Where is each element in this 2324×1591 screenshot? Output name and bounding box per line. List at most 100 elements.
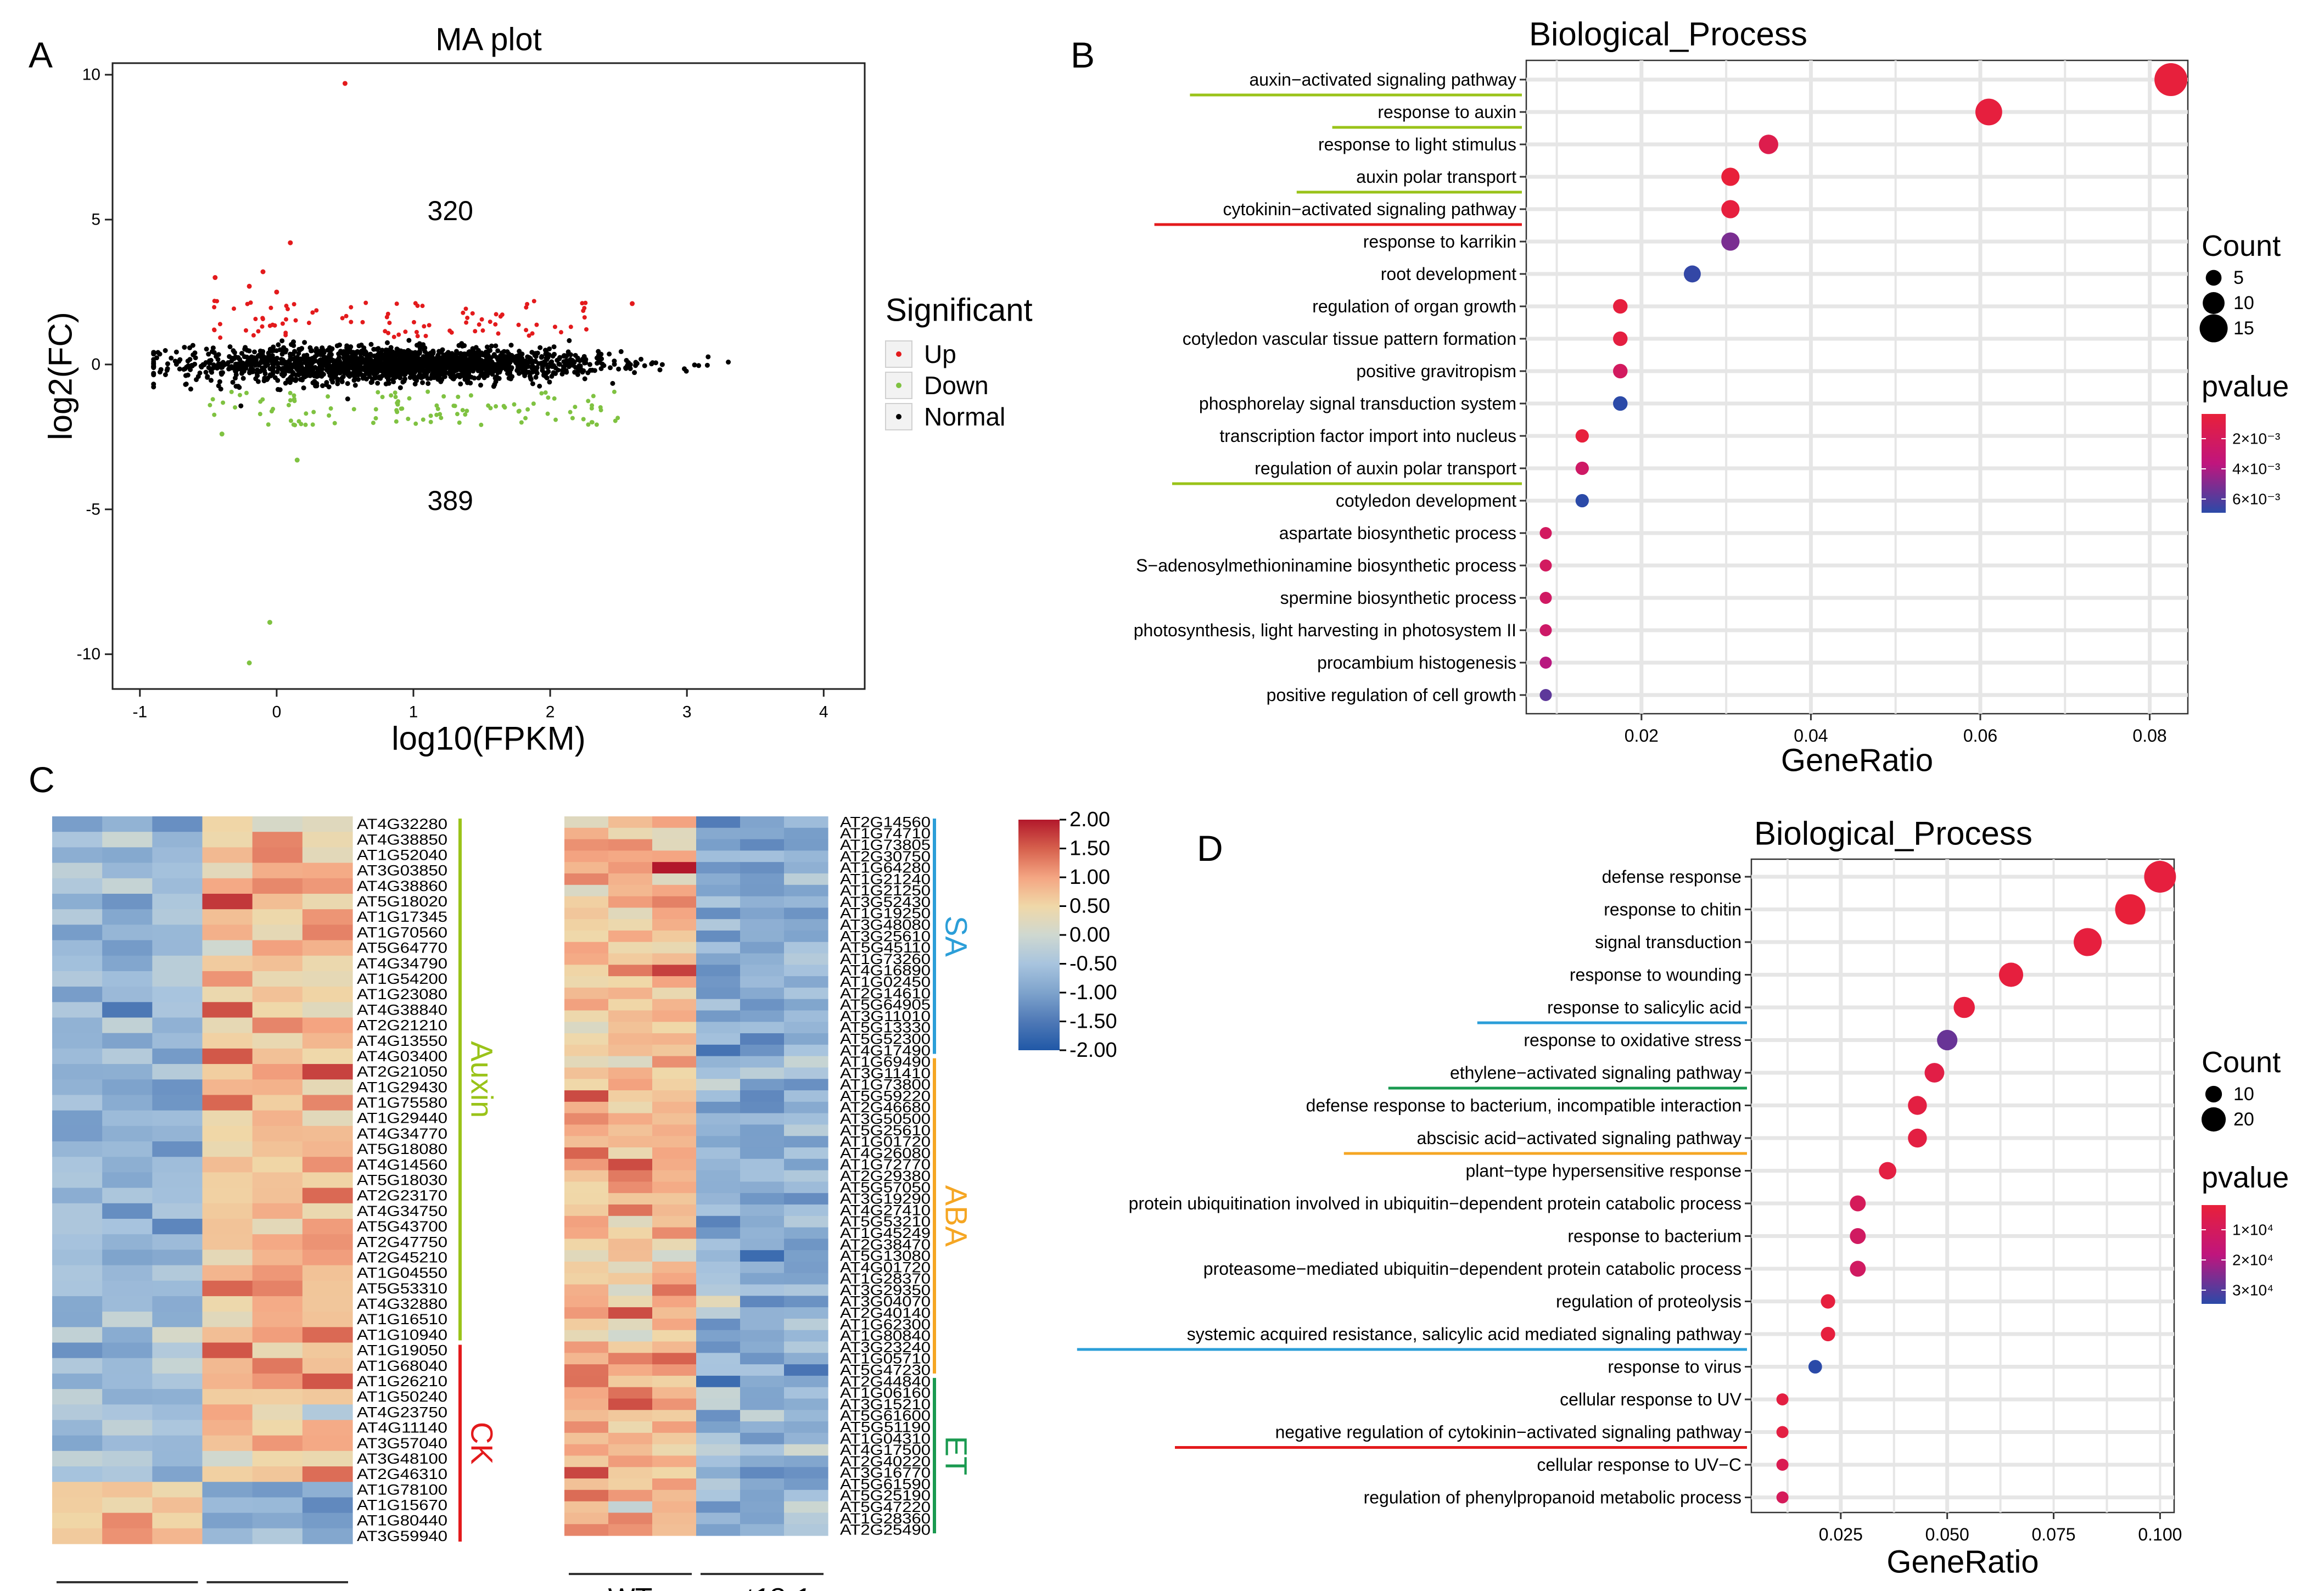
ma-point-down (586, 422, 591, 427)
ma-point-normal (549, 363, 555, 368)
ma-point-normal (265, 359, 270, 365)
ma-point-normal (299, 365, 305, 370)
heatmap-cell (252, 940, 303, 956)
heatmap-cell (696, 839, 741, 851)
ma-point-down (237, 393, 242, 397)
heatmap-cell (608, 1330, 653, 1342)
go-dot (1808, 1360, 1822, 1374)
heatmap-cell (564, 965, 609, 977)
ma-point-down (456, 394, 461, 399)
heatmap-cell (740, 965, 785, 977)
ma-point-up (584, 327, 589, 332)
heatmap-cell (564, 1421, 609, 1433)
heatmap-cell (52, 955, 103, 972)
heatmap-cell (608, 896, 653, 908)
heatmap-cell (564, 1124, 609, 1136)
heatmap-cell (202, 878, 253, 894)
ma-point-normal (696, 363, 702, 368)
heatmap-cell (564, 976, 609, 988)
ma-point-normal (188, 386, 193, 392)
heatmap-cell (52, 1389, 103, 1405)
heatmap-cell (302, 1187, 353, 1204)
heatmap-cell (696, 1330, 741, 1342)
ma-point-down (406, 416, 411, 421)
heatmap-cell (740, 1444, 785, 1456)
heatmap-cell (652, 1170, 697, 1182)
heatmap-cell (784, 850, 828, 862)
go-size-legend-title: Count (2202, 229, 2281, 262)
ma-x-tick-label: 1 (409, 703, 418, 721)
ma-point-down (393, 395, 398, 400)
heatmap-cell (784, 1296, 828, 1308)
heatmap-cell (102, 940, 153, 956)
ma-point-up (473, 329, 478, 334)
ma-point-normal (205, 374, 210, 380)
heatmap-cell (652, 1101, 697, 1114)
heatmap-cell (652, 1501, 697, 1514)
heatmap-row-label: AT1G73260 (840, 951, 931, 967)
heatmap-cell (696, 1524, 741, 1536)
heatmap-row-label: AT1G04310 (840, 1430, 931, 1447)
ma-point-normal (567, 338, 572, 343)
ma-point-normal (239, 351, 244, 356)
go-x-axis-label: GeneRatio (1781, 743, 1933, 778)
heatmap-cell (740, 1375, 785, 1388)
heatmap-cell (564, 1398, 609, 1410)
heatmap-group-label: Auxin (465, 1041, 500, 1118)
heatmap-cell (302, 1497, 353, 1514)
ma-point-normal (358, 351, 363, 356)
ma-point-normal (313, 349, 319, 355)
heatmap-cell (52, 1512, 103, 1529)
heatmap-row-label: AT3G11010 (840, 1008, 931, 1024)
heatmap-cell (740, 1478, 785, 1491)
heatmap-cell (564, 1307, 609, 1319)
ma-legend-dot (896, 414, 901, 419)
ma-point-normal (467, 352, 472, 357)
go-x-tick-label: 0.06 (1963, 726, 1997, 746)
heatmap-row-label: AT3G50500 (840, 1111, 931, 1127)
ma-point-down (464, 408, 469, 413)
ma-point-normal (211, 350, 217, 355)
go-color-bar (2202, 414, 2226, 513)
ma-point-normal (304, 356, 310, 362)
heatmap-cell (608, 930, 653, 943)
heatmap-cell (784, 1353, 828, 1365)
ma-point-normal (692, 362, 697, 368)
heatmap-cell (564, 1524, 609, 1536)
ma-point-down (288, 390, 293, 395)
go-term-label: regulation of organ growth (1312, 296, 1516, 316)
heatmap-cell (652, 930, 697, 943)
heatmap-cell (608, 1261, 653, 1274)
heatmap-cell (652, 1147, 697, 1159)
heatmap-row-label: AT3G04070 (840, 1293, 931, 1310)
ma-point-normal (271, 348, 277, 353)
ma-point-normal (508, 366, 513, 372)
heatmap-cell (608, 1033, 653, 1045)
ma-point-up-outlier (288, 240, 293, 245)
go-dot (1613, 299, 1628, 314)
heatmap-cell (302, 1466, 353, 1482)
heatmap-cell (302, 1079, 353, 1096)
ma-point-down (479, 422, 484, 427)
go-color-legend-title: pvalue (2202, 370, 2289, 403)
ma-point-normal (530, 381, 535, 386)
heat-color-tick-label: 0.50 (1069, 895, 1110, 918)
heatmap-cell (152, 1280, 203, 1297)
ma-point-up (363, 300, 368, 305)
ma-point-down (304, 411, 309, 416)
go-dot (1879, 1162, 1896, 1180)
heatmap-row-label: AT2G46310 (357, 1466, 447, 1482)
heatmap-cell (564, 1489, 609, 1502)
ma-point-normal (547, 346, 552, 351)
heatmap-cell (52, 1466, 103, 1482)
ma-point-down (428, 413, 433, 418)
heatmap-cell (652, 1022, 697, 1034)
heatmap-cell (564, 1022, 609, 1034)
ma-point-up (280, 321, 285, 326)
ma-point-normal (495, 348, 501, 354)
heatmap-cell (302, 909, 353, 925)
heatmap-cell (564, 1353, 609, 1365)
ma-point-normal (287, 380, 293, 385)
heatmap-cell (564, 1375, 609, 1388)
heatmap-row-label: AT2G38470 (840, 1236, 931, 1253)
